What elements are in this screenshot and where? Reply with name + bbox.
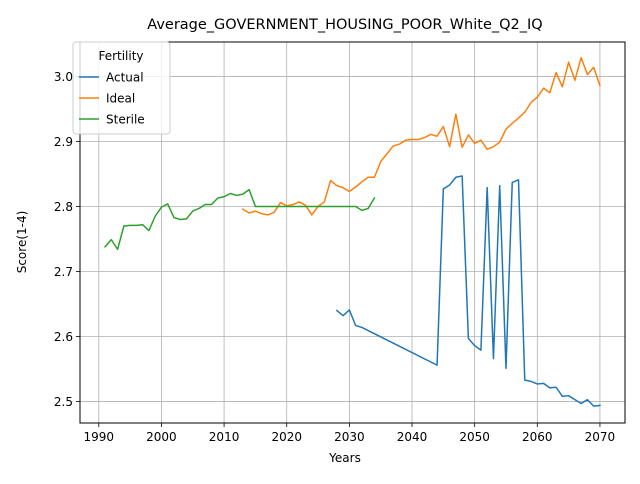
legend-label-sterile: Sterile bbox=[106, 113, 145, 127]
legend-title: Fertility bbox=[98, 49, 143, 63]
x-tick-label: 1990 bbox=[84, 430, 115, 444]
x-tick-label: 2050 bbox=[459, 430, 490, 444]
series-line-ideal bbox=[241, 56, 601, 216]
legend: Fertility Actual Ideal Sterile bbox=[72, 41, 171, 135]
y-tick-label: 2.7 bbox=[54, 265, 73, 279]
y-tick-label: 3.0 bbox=[54, 70, 73, 84]
x-tick-label: 2000 bbox=[146, 430, 177, 444]
y-tick-label: 2.8 bbox=[54, 200, 73, 214]
x-tick-label: 2060 bbox=[522, 430, 553, 444]
series-line-sterile bbox=[104, 188, 376, 251]
grid bbox=[80, 42, 625, 423]
x-tick-label: 2020 bbox=[271, 430, 302, 444]
y-tick-label: 2.6 bbox=[54, 330, 73, 344]
legend-entries: Actual Ideal Sterile bbox=[79, 71, 145, 127]
series-line-actual bbox=[335, 175, 601, 407]
x-axis-label: Years bbox=[328, 451, 361, 465]
x-axis-ticks: 1990 2000 2010 2020 2030 2040 2050 2060 2070 bbox=[84, 423, 616, 444]
legend-label-ideal: Ideal bbox=[106, 92, 135, 106]
x-tick-label: 2030 bbox=[334, 430, 365, 444]
legend-label-actual: Actual bbox=[106, 71, 144, 85]
chart-title: Average_GOVERNMENT_HOUSING_POOR_White_Q2… bbox=[147, 17, 542, 33]
series-lines bbox=[104, 56, 601, 407]
x-tick-label: 2010 bbox=[209, 430, 240, 444]
y-axis-ticks: 2.5 2.6 2.7 2.8 2.9 3.0 bbox=[54, 70, 80, 409]
x-tick-label: 2040 bbox=[397, 430, 428, 444]
x-tick-label: 2070 bbox=[585, 430, 616, 444]
legend-box bbox=[72, 41, 171, 135]
plot-frame bbox=[79, 41, 626, 424]
y-tick-label: 2.9 bbox=[54, 135, 73, 149]
y-tick-label: 2.5 bbox=[54, 395, 73, 409]
y-axis-label: Score(1-4) bbox=[15, 211, 29, 274]
